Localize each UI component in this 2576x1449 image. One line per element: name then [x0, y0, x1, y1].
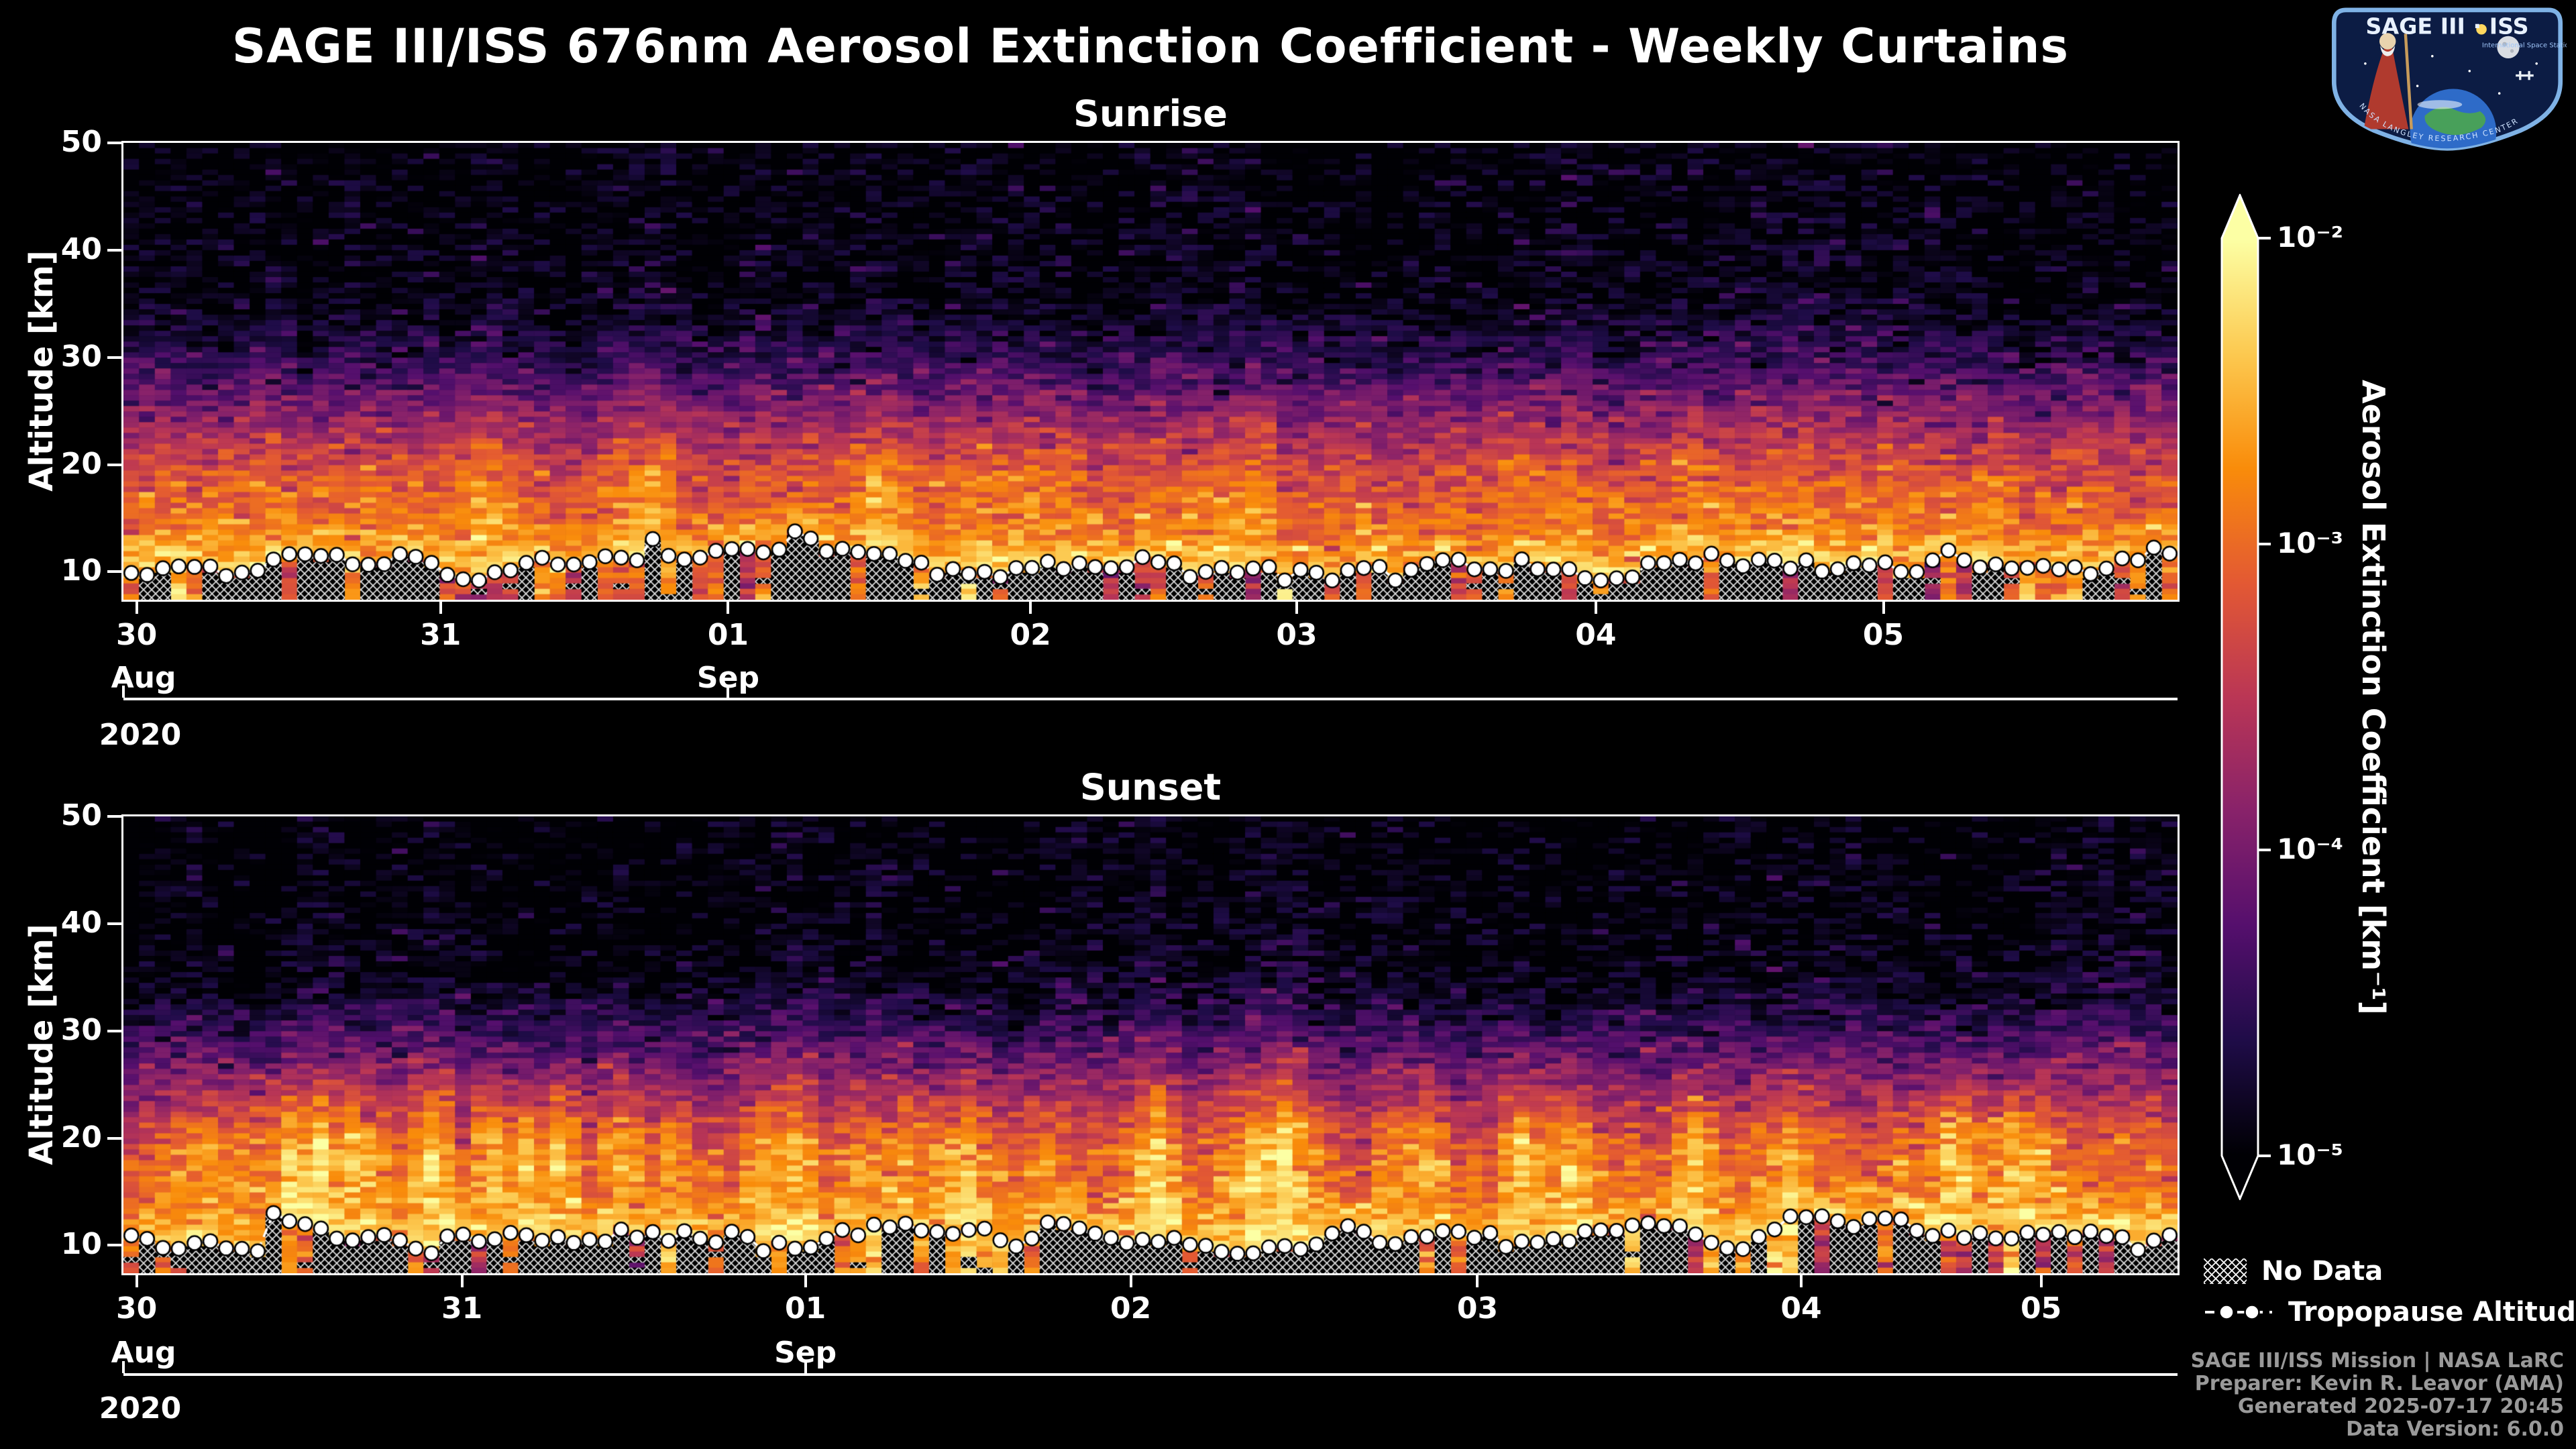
y-tick-50: [107, 815, 121, 818]
colorbar-tick-label: 10⁻⁵: [2277, 1138, 2344, 1171]
y-tick-label-40: 40: [60, 231, 102, 266]
x-tick-04: [1800, 1275, 1803, 1287]
colorbar-tick: [2259, 542, 2271, 545]
y-tick-label-20: 20: [60, 1120, 102, 1155]
x-tick-label-03: 03: [1456, 1291, 1499, 1326]
attribution-generated: Generated 2025-07-17 20:45: [2237, 1395, 2564, 1418]
x-tick-label-03: 03: [1276, 618, 1318, 652]
panel-title-sunset: Sunset: [1079, 766, 1222, 808]
legend-no-data: No Data: [2204, 1256, 2383, 1287]
x-tick-02: [1029, 602, 1032, 614]
colorbar-label: Aerosol Extinction Coefficient [km⁻¹]: [2355, 379, 2392, 1015]
x-tick-05: [2039, 1275, 2043, 1287]
y-tick-label-50: 50: [60, 125, 102, 159]
logo-moon: [2497, 36, 2520, 59]
attribution-block: SAGE III/ISS Mission | NASA LaRC Prepare…: [2191, 1350, 2564, 1441]
y-tick-20: [107, 463, 121, 466]
y-tick-20: [107, 1136, 121, 1140]
month-tick-Aug: [122, 686, 125, 698]
month-tick-Sep: [804, 1361, 807, 1373]
colorbar-bar: [2220, 194, 2259, 1200]
x-tick-label-04: 04: [1780, 1291, 1822, 1326]
colorbar-tick-label: 10⁻²: [2277, 221, 2344, 254]
colorbar-tick: [2259, 237, 2271, 239]
x-tick-label-05: 05: [1862, 618, 1904, 652]
x-tick-30: [135, 1275, 138, 1287]
month-label-Sep: Sep: [696, 661, 759, 695]
year-label: 2020: [99, 1391, 182, 1426]
no-data-hatch-icon: [2204, 1258, 2247, 1284]
logo-title: SAGE III · ISS: [2365, 13, 2528, 39]
y-tick-30: [107, 1029, 121, 1032]
colorbar-tick: [2259, 849, 2271, 852]
mission-patch-logo: SAGE III · ISS International Space Stati…: [2331, 7, 2567, 151]
attribution-preparer: Preparer: Kevin R. Leavor (AMA): [2194, 1372, 2564, 1395]
x-tick-31: [460, 1275, 464, 1287]
x-tick-05: [1882, 602, 1885, 614]
x-tick-02: [1129, 1275, 1132, 1287]
x-tick-label-01: 01: [707, 618, 749, 652]
y-tick-label-30: 30: [60, 1012, 102, 1047]
y-tick-label-40: 40: [60, 905, 102, 940]
y-tick-30: [107, 356, 121, 359]
no-data-label: No Data: [2261, 1256, 2383, 1287]
month-label-Sep: Sep: [774, 1336, 837, 1370]
x-tick-04: [1594, 602, 1597, 614]
tropopause-line-icon: [2205, 1304, 2272, 1320]
x-tick-label-30: 30: [115, 618, 158, 652]
logo-iss: [2516, 70, 2534, 80]
year-label: 2020: [99, 718, 182, 752]
month-tick-Sep: [727, 686, 730, 698]
y-tick-50: [107, 142, 121, 144]
sunset-heatmap-canvas: [123, 816, 2178, 1273]
x-tick-01: [804, 1275, 807, 1287]
x-tick-label-31: 31: [420, 618, 462, 652]
sunset-heatmap-panel: [121, 814, 2180, 1275]
month-label-Aug: Aug: [111, 661, 176, 695]
x-tick-label-01: 01: [784, 1291, 826, 1326]
panel-title-sunrise: Sunrise: [1073, 93, 1228, 135]
logo-sun: [2476, 23, 2487, 35]
x-tick-label-05: 05: [2021, 1291, 2062, 1326]
logo-earth-land: [2424, 107, 2486, 136]
x-tick-03: [1476, 1275, 1479, 1287]
y-tick-label-20: 20: [60, 446, 102, 481]
y-tick-label-30: 30: [60, 339, 102, 374]
x-tick-01: [727, 602, 730, 614]
tropopause-label: Tropopause Altitude: [2288, 1297, 2576, 1328]
logo-subtitle: International Space Station: [2482, 42, 2567, 49]
month-axis-line: [123, 1373, 2178, 1376]
y-tick-40: [107, 922, 121, 925]
sunrise-heatmap-panel: [121, 141, 2180, 602]
attribution-data-version: Data Version: 6.0.0: [2346, 1417, 2564, 1441]
x-tick-31: [439, 602, 442, 614]
attribution-mission: SAGE III/ISS Mission | NASA LaRC: [2190, 1349, 2564, 1373]
y-tick-label-10: 10: [60, 1227, 102, 1262]
month-label-Aug: Aug: [111, 1336, 176, 1370]
colorbar-tick: [2259, 1155, 2271, 1157]
month-tick-Aug: [122, 1361, 125, 1373]
colorbar: [2220, 194, 2259, 1200]
x-tick-label-02: 02: [1110, 1291, 1152, 1326]
y-tick-label-50: 50: [60, 798, 102, 833]
y-tick-10: [107, 1244, 121, 1247]
x-tick-03: [1295, 602, 1298, 614]
x-tick-label-02: 02: [1010, 618, 1051, 652]
figure-title: SAGE III/ISS 676nm Aerosol Extinction Co…: [231, 19, 2070, 74]
x-tick-30: [135, 602, 138, 614]
y-tick-10: [107, 570, 121, 574]
y-tick-label-10: 10: [60, 553, 102, 588]
sunrise-heatmap-canvas: [123, 143, 2178, 600]
legend-tropopause: Tropopause Altitude: [2204, 1297, 2576, 1328]
colorbar-tick-label: 10⁻³: [2277, 526, 2344, 559]
x-tick-label-30: 30: [115, 1291, 158, 1326]
x-tick-label-04: 04: [1575, 618, 1617, 652]
x-tick-label-31: 31: [441, 1291, 483, 1326]
logo-wizard: [2363, 33, 2413, 129]
y-tick-40: [107, 248, 121, 252]
colorbar-tick-label: 10⁻⁴: [2277, 833, 2344, 866]
month-axis-line: [123, 698, 2178, 700]
